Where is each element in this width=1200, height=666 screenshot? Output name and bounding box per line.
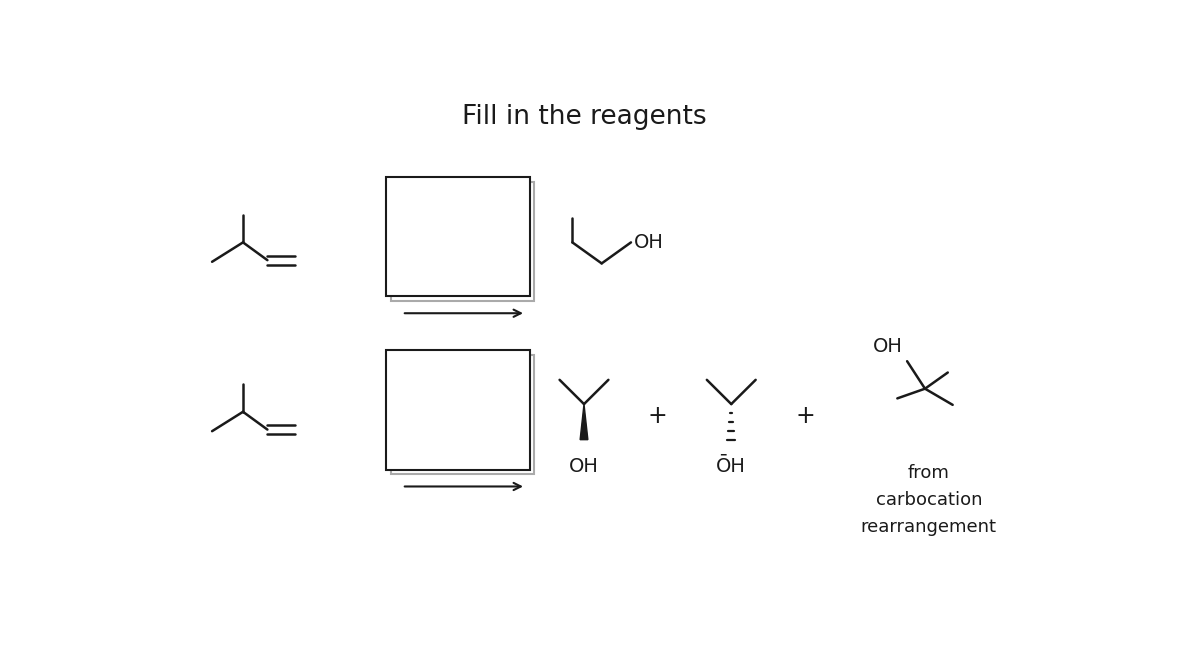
Bar — [391, 182, 534, 301]
Bar — [386, 177, 529, 296]
Polygon shape — [580, 404, 588, 440]
Text: OH: OH — [874, 337, 904, 356]
Text: +: + — [648, 404, 667, 428]
Text: +: + — [796, 404, 815, 428]
Text: carbocation: carbocation — [876, 492, 982, 509]
Text: from: from — [908, 464, 950, 482]
Bar — [386, 350, 529, 470]
Text: OH: OH — [634, 233, 664, 252]
Text: rearrangement: rearrangement — [860, 518, 997, 536]
Text: ŌH: ŌH — [716, 457, 746, 476]
Text: Fill in the reagents: Fill in the reagents — [462, 104, 707, 130]
Text: OH: OH — [569, 457, 599, 476]
Bar — [391, 355, 534, 474]
